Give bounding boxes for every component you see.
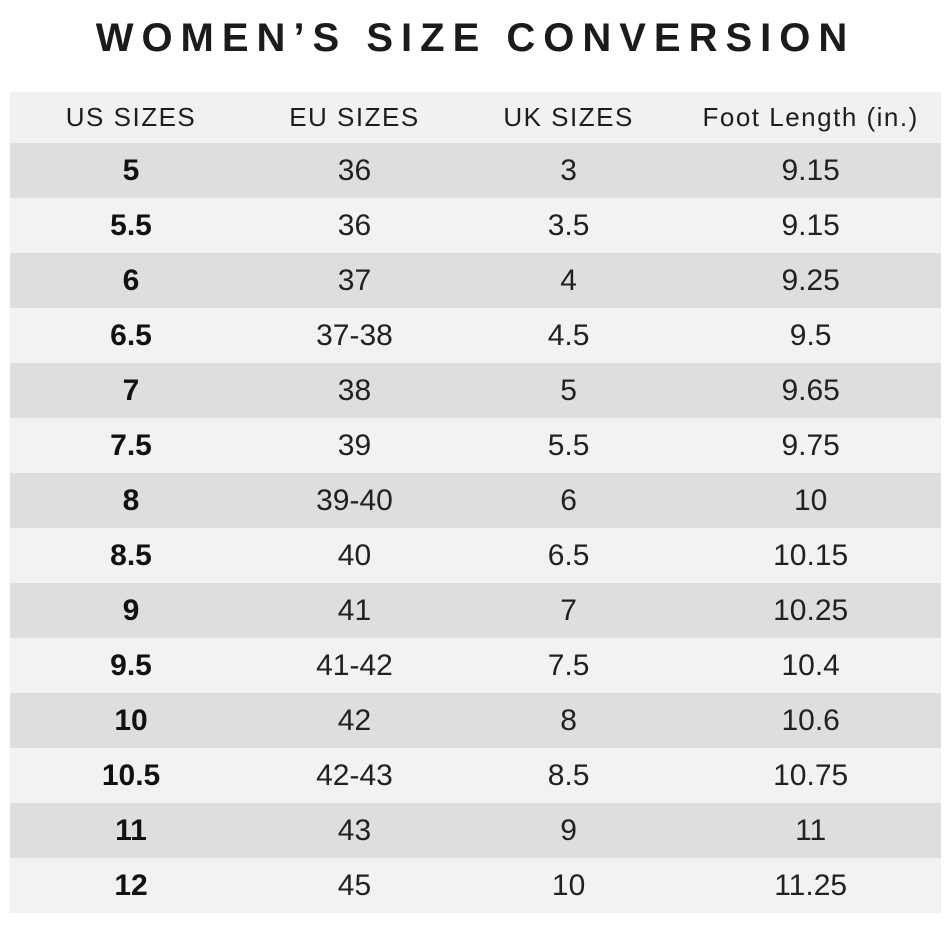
table-cell: 8 — [10, 473, 253, 528]
table-cell: 11 — [680, 803, 941, 858]
table-cell: 9.75 — [680, 418, 941, 473]
column-header-2: UK SIZES — [456, 92, 681, 143]
table-cell: 6.5 — [10, 308, 253, 363]
table-row: 5.5 36 3.5 9.15 — [10, 198, 941, 253]
table-cell: 7 — [456, 583, 681, 638]
table-cell: 10.5 — [10, 748, 253, 803]
table-cell: 4.5 — [456, 308, 681, 363]
table-cell: 8.5 — [456, 748, 681, 803]
table-cell: 10 — [456, 858, 681, 913]
table-cell: 41-42 — [252, 638, 457, 693]
table-cell: 10 — [10, 693, 253, 748]
table-cell: 42-43 — [252, 748, 457, 803]
table-cell: 12 — [10, 858, 253, 913]
table-cell: 9 — [456, 803, 681, 858]
table-cell: 8 — [456, 693, 681, 748]
table-body: 5 36 3 9.15 5.5 36 3.5 9.15 6 37 4 9.25 6.5 37-38 4.5 9… — [10, 143, 941, 913]
table-cell: 38 — [252, 363, 457, 418]
column-header-3: Foot Length (in.) — [680, 92, 941, 143]
table-cell: 9.15 — [680, 143, 941, 198]
table-cell: 6.5 — [456, 528, 681, 583]
table-cell: 41 — [252, 583, 457, 638]
table-row: 8.5 40 6.5 10.15 — [10, 528, 941, 583]
table-cell: 37-38 — [252, 308, 457, 363]
table-cell: 9.5 — [10, 638, 253, 693]
table-cell: 3.5 — [456, 198, 681, 253]
table-cell: 9.5 — [680, 308, 941, 363]
table-cell: 10.15 — [680, 528, 941, 583]
table-cell: 8.5 — [10, 528, 253, 583]
table-row: 7.5 39 5.5 9.75 — [10, 418, 941, 473]
table-header-row: US SIZES EU SIZES UK SIZES Foot Length (in.… — [10, 92, 941, 143]
page-title: WOMEN’S SIZE CONVERSION — [95, 16, 856, 60]
table-cell: 10.6 — [680, 693, 941, 748]
table-cell: 5.5 — [10, 198, 253, 253]
table-cell: 10.75 — [680, 748, 941, 803]
table-row: 10.5 42-43 8.5 10.75 — [10, 748, 941, 803]
table-cell: 10.25 — [680, 583, 941, 638]
table-cell: 3 — [456, 143, 681, 198]
table-row: 9 41 7 10.25 — [10, 583, 941, 638]
table-cell: 39 — [252, 418, 457, 473]
table-row: 11 43 9 11 — [10, 803, 941, 858]
table-cell: 11 — [10, 803, 253, 858]
table-cell: 9.65 — [680, 363, 941, 418]
table-cell: 7.5 — [10, 418, 253, 473]
table-row: 10 42 8 10.6 — [10, 693, 941, 748]
table-row: 9.5 41-42 7.5 10.4 — [10, 638, 941, 693]
table-cell: 7.5 — [456, 638, 681, 693]
table-cell: 9 — [10, 583, 253, 638]
table-cell: 9.25 — [680, 253, 941, 308]
table-cell: 36 — [252, 143, 457, 198]
table-row: 6.5 37-38 4.5 9.5 — [10, 308, 941, 363]
table-cell: 7 — [10, 363, 253, 418]
table-cell: 39-40 — [252, 473, 457, 528]
table-cell: 10.4 — [680, 638, 941, 693]
size-conversion-table: US SIZES EU SIZES UK SIZES Foot Length (in.… — [10, 92, 941, 913]
table-row: 7 38 5 9.65 — [10, 363, 941, 418]
column-header-0: US SIZES — [10, 92, 253, 143]
table-cell: 37 — [252, 253, 457, 308]
table-cell: 36 — [252, 198, 457, 253]
table-row: 12 45 10 11.25 — [10, 858, 941, 913]
table-cell: 45 — [252, 858, 457, 913]
table-cell: 6 — [456, 473, 681, 528]
table-cell: 5 — [10, 143, 253, 198]
table-cell: 5.5 — [456, 418, 681, 473]
table-cell: 42 — [252, 693, 457, 748]
table-cell: 9.15 — [680, 198, 941, 253]
table-cell: 6 — [10, 253, 253, 308]
table-cell: 10 — [680, 473, 941, 528]
table-row: 6 37 4 9.25 — [10, 253, 941, 308]
table-cell: 5 — [456, 363, 681, 418]
table-cell: 43 — [252, 803, 457, 858]
table-row: 5 36 3 9.15 — [10, 143, 941, 198]
table-cell: 40 — [252, 528, 457, 583]
column-header-1: EU SIZES — [252, 92, 457, 143]
table-cell: 11.25 — [680, 858, 941, 913]
table-row: 8 39-40 6 10 — [10, 473, 941, 528]
table-cell: 4 — [456, 253, 681, 308]
